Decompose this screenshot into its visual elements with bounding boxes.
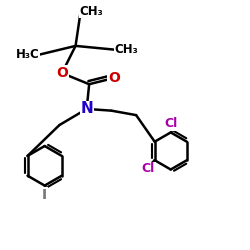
Text: CH₃: CH₃ <box>114 43 138 56</box>
Text: I: I <box>42 188 47 202</box>
Text: O: O <box>108 71 120 85</box>
Text: Cl: Cl <box>142 162 155 175</box>
Text: N: N <box>80 102 93 116</box>
Text: H₃C: H₃C <box>16 48 40 61</box>
Text: CH₃: CH₃ <box>79 5 103 18</box>
Text: O: O <box>56 66 68 80</box>
Text: Cl: Cl <box>164 117 177 130</box>
